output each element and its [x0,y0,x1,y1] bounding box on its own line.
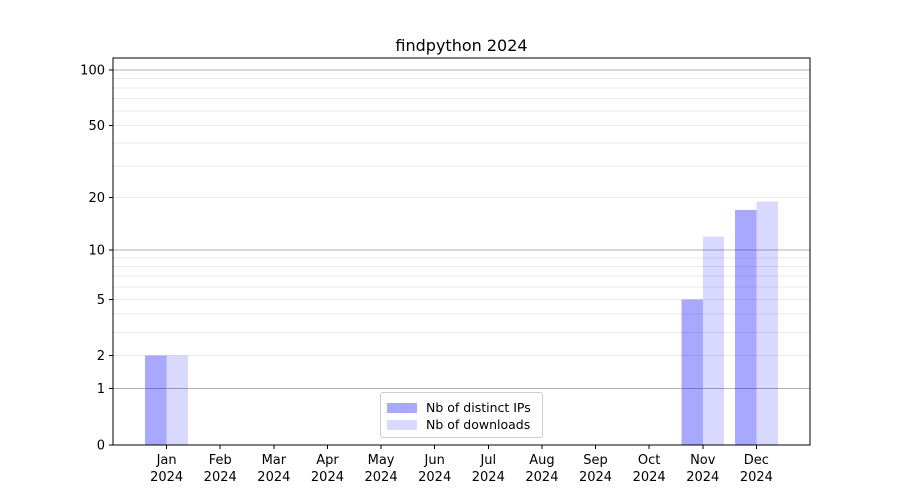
y-tick-label: 0 [97,439,105,454]
x-tick-label-year: 2024 [525,470,558,485]
bar-series1-nov [702,236,725,445]
legend-swatch-downloads [387,419,417,430]
legend-entry-distinct-ips: Nb of distinct IPs [387,399,542,416]
legend-label-distinct-ips: Nb of distinct IPs [426,400,531,415]
x-tick-label-month: Apr [316,453,339,468]
bar-series1-jan [166,355,189,445]
axes-frame [112,57,811,446]
y-tick-label: 5 [97,293,105,308]
x-tick-label-year: 2024 [740,470,773,485]
legend: Nb of distinct IPs Nb of downloads [380,392,543,438]
y-tick-label: 1 [97,382,105,397]
x-tick-label-year: 2024 [257,470,290,485]
x-tick-label-year: 2024 [472,470,505,485]
x-tick-label-month: Mar [262,453,287,468]
x-tick-label-year: 2024 [365,470,398,485]
x-tick-label-year: 2024 [579,470,612,485]
x-tick-label-month: Jun [424,453,445,468]
bar-series0-dec [734,210,757,445]
y-tick-label: 20 [88,191,105,206]
x-tick-label-month: Jul [479,453,496,468]
legend-entry-downloads: Nb of downloads [387,416,542,433]
x-tick-label-year: 2024 [311,470,344,485]
x-tick-label-month: May [368,453,395,468]
bar-series1-dec [756,201,778,445]
y-tick-label: 100 [80,63,105,78]
x-tick-label-month: Nov [690,453,716,468]
x-tick-label-year: 2024 [686,470,719,485]
x-tick-label-month: Oct [638,453,660,468]
y-tick-label: 10 [88,244,105,259]
bar-series0-nov [681,299,703,445]
x-tick-label-year: 2024 [633,470,666,485]
x-tick-label-year: 2024 [204,470,237,485]
x-tick-label-year: 2024 [418,470,451,485]
x-tick-label-year: 2024 [150,470,183,485]
x-tick-label-month: Feb [209,453,232,468]
legend-label-downloads: Nb of downloads [426,417,531,432]
y-tick-label: 2 [97,349,105,364]
x-tick-label-month: Sep [583,453,608,468]
bar-series0-jan [145,355,167,445]
x-tick-label-month: Jan [156,453,177,468]
x-tick-label-month: Aug [529,453,554,468]
chart-title: findpython 2024 [395,36,528,55]
x-tick-label-month: Dec [744,453,769,468]
y-tick-label: 50 [88,119,105,134]
legend-swatch-distinct-ips [387,402,417,413]
